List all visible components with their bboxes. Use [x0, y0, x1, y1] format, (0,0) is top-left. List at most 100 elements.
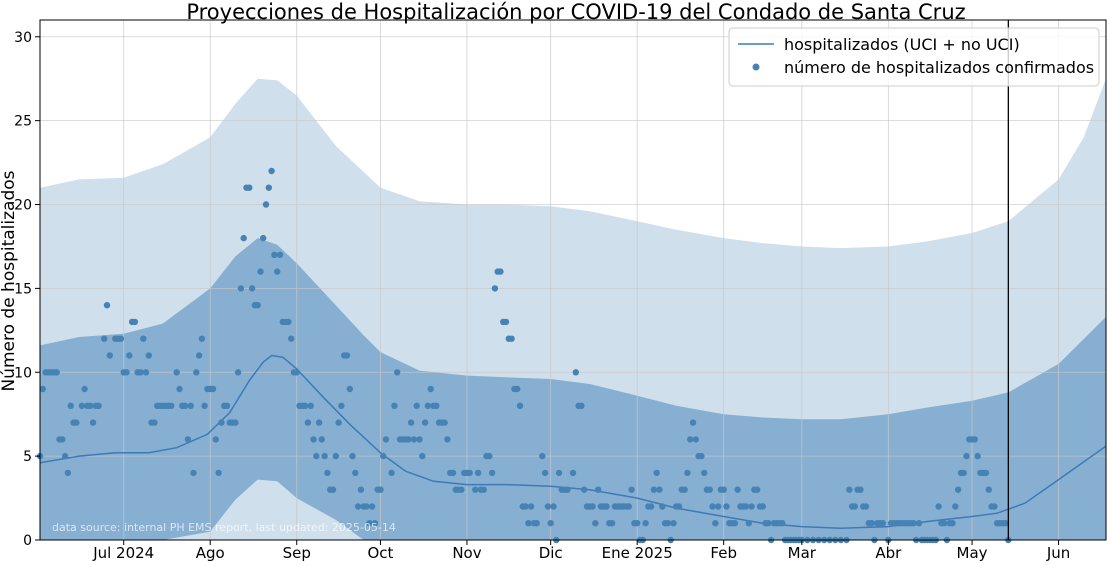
data-point — [935, 503, 942, 510]
x-tick-label: Abr — [875, 544, 902, 561]
data-point — [486, 452, 493, 460]
data-point — [424, 402, 432, 409]
data-point — [754, 486, 761, 493]
data-point — [254, 302, 261, 309]
data-point — [779, 520, 786, 527]
plot-area: Jul 2024 Ago Sep Oct Nov Dic Ene 2025 Feb Mar Abr… — [14, 19, 1107, 562]
data-point — [145, 352, 152, 359]
x-tick-label: Ago — [196, 544, 225, 561]
data-point — [516, 402, 524, 409]
data-point — [444, 436, 451, 443]
x-tick-label: Jul 2024 — [92, 544, 154, 561]
data-point — [508, 335, 515, 342]
data-point — [581, 486, 588, 493]
data-point — [862, 503, 870, 510]
data-point — [329, 486, 337, 493]
data-point — [332, 452, 339, 460]
data-point — [304, 419, 312, 426]
data-point — [985, 486, 992, 493]
series-points-confirmados — [36, 167, 1012, 544]
data-point — [592, 520, 599, 527]
data-point — [321, 452, 328, 460]
data-point — [879, 520, 886, 527]
data-point — [265, 184, 272, 191]
data-point — [218, 419, 225, 426]
data-point — [248, 285, 256, 292]
data-point — [352, 469, 359, 477]
data-point — [572, 369, 579, 376]
data-point — [271, 251, 278, 258]
data-point — [539, 452, 546, 460]
data-point — [742, 503, 750, 510]
x-tick-label: Ene 2025 — [602, 544, 673, 561]
data-point — [106, 352, 114, 359]
data-point — [140, 335, 147, 342]
data-point — [846, 486, 853, 493]
data-point — [419, 452, 426, 460]
data-point — [410, 436, 418, 443]
legend-point-swatch — [752, 63, 760, 71]
data-point — [480, 486, 487, 493]
data-point — [449, 469, 457, 477]
data-point — [81, 385, 88, 393]
data-point — [427, 385, 434, 393]
data-point — [915, 520, 923, 527]
data-point — [103, 302, 111, 309]
data-point — [173, 369, 180, 376]
data-point — [868, 520, 875, 527]
data-point — [131, 318, 139, 326]
data-point — [181, 402, 189, 409]
y-tick-label: 15 — [14, 281, 32, 297]
data-point — [625, 503, 632, 510]
data-point — [416, 436, 423, 443]
data-point — [608, 520, 616, 527]
data-point — [39, 385, 46, 393]
data-point — [698, 452, 705, 460]
data-point — [260, 234, 267, 242]
x-tick-label: May — [957, 544, 988, 561]
data-point — [95, 402, 102, 409]
data-point — [659, 503, 666, 510]
data-point — [681, 486, 688, 493]
data-point — [407, 419, 415, 426]
data-point — [142, 369, 150, 376]
data-point — [368, 503, 376, 510]
data-point — [684, 469, 691, 477]
data-point — [201, 402, 208, 409]
data-point — [514, 385, 521, 393]
legend-box — [728, 27, 1100, 87]
y-tick-label: 5 — [23, 449, 32, 465]
data-point — [544, 503, 552, 510]
data-point — [533, 520, 540, 527]
data-point — [689, 419, 697, 426]
data-point — [195, 352, 203, 359]
data-point — [413, 402, 420, 409]
x-tick-label: Nov — [452, 544, 481, 561]
y-axis-label: Número de hospitalizados — [0, 170, 19, 391]
data-point — [394, 369, 401, 376]
data-point — [285, 318, 292, 326]
data-point — [960, 469, 967, 477]
data-point — [982, 469, 990, 477]
data-point — [223, 402, 231, 409]
data-point — [541, 469, 549, 477]
x-tick-label: Dic — [539, 544, 563, 561]
data-point — [338, 402, 345, 409]
data-point — [137, 369, 144, 376]
confidence-band-inner — [40, 238, 1106, 540]
data-point — [168, 402, 175, 409]
data-point — [64, 469, 72, 477]
x-tick-label: Feb — [710, 544, 737, 561]
data-point — [371, 520, 379, 527]
data-point — [488, 469, 496, 477]
plot-frame — [39, 19, 1107, 541]
data-point — [491, 285, 499, 292]
data-point — [664, 520, 672, 527]
axis-ticks: Jul 2024 Ago Sep Oct Nov Dic Ene 2025 Feb Mar Abr… — [14, 30, 1070, 562]
y-tick-label: 25 — [14, 114, 32, 130]
data-point — [313, 452, 320, 460]
data-point — [466, 469, 473, 477]
data-point — [274, 268, 281, 275]
